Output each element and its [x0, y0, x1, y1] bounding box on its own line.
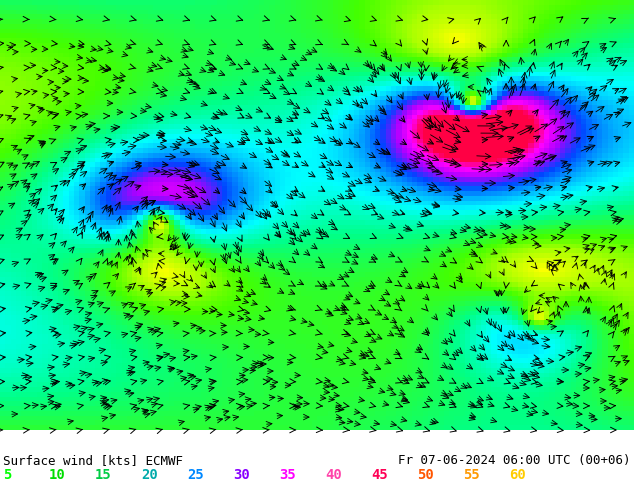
Bar	[0, 448, 634, 490]
Text: 40: 40	[325, 468, 342, 482]
Text: 55: 55	[463, 468, 480, 482]
Text: 50: 50	[417, 468, 434, 482]
Text: Surface wind [kts] ECMWF: Surface wind [kts] ECMWF	[3, 454, 183, 467]
Text: 10: 10	[49, 468, 66, 482]
Text: 35: 35	[279, 468, 295, 482]
Text: 45: 45	[371, 468, 388, 482]
Text: 5: 5	[3, 468, 11, 482]
Text: 15: 15	[95, 468, 112, 482]
Text: 60: 60	[509, 468, 526, 482]
Text: 30: 30	[233, 468, 250, 482]
Text: Fr 07-06-2024 06:00 UTC (00+06): Fr 07-06-2024 06:00 UTC (00+06)	[399, 454, 631, 467]
Text: 25: 25	[187, 468, 204, 482]
Text: 20: 20	[141, 468, 158, 482]
